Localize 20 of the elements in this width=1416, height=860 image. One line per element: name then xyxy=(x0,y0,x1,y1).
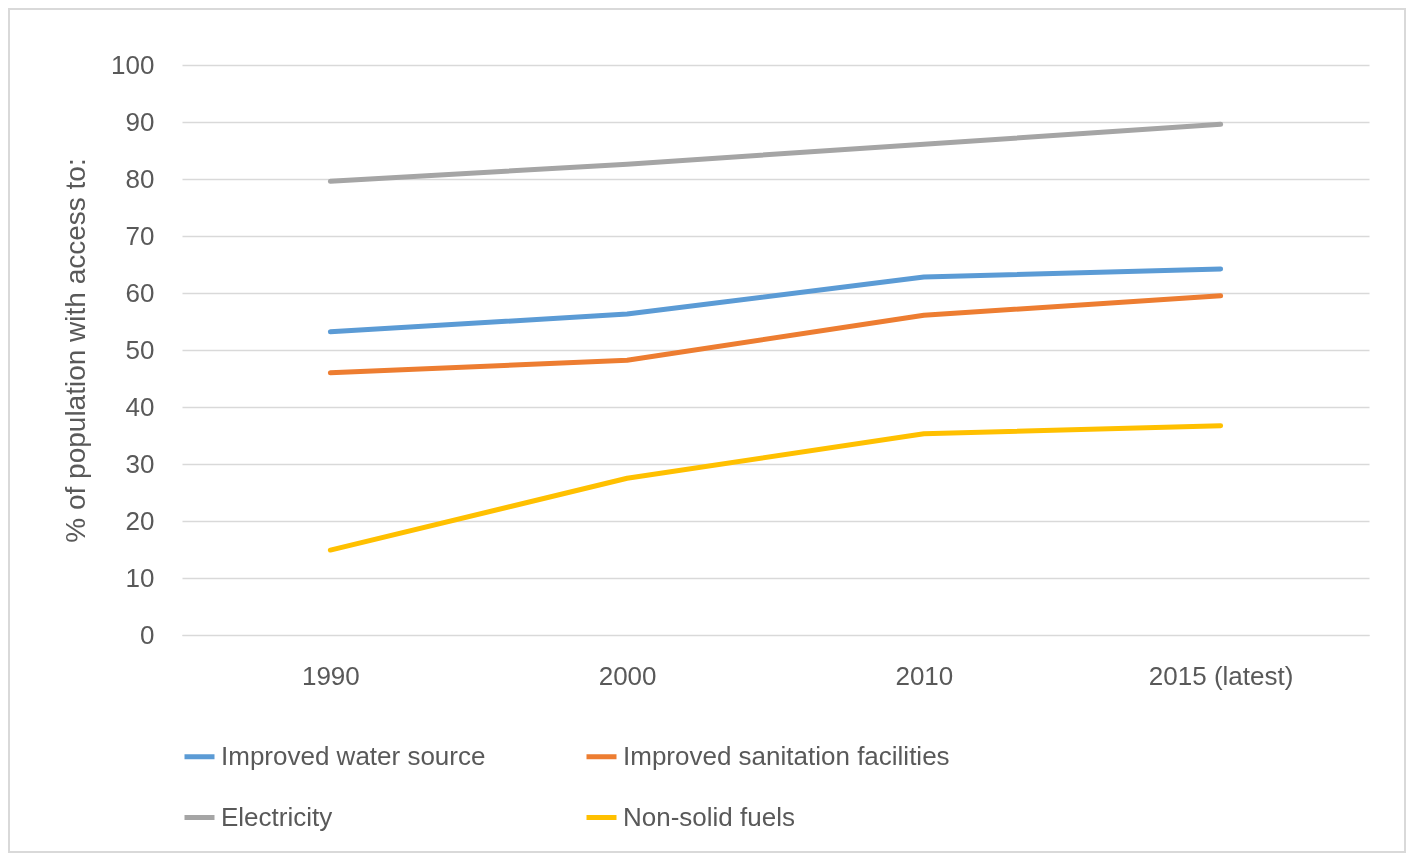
y-tick-label: 70 xyxy=(125,220,155,251)
x-tick-label: 2010 xyxy=(895,660,954,691)
y-tick-label: 10 xyxy=(125,562,155,593)
y-tick-label: 80 xyxy=(125,163,155,194)
legend-label: Electricity xyxy=(221,801,333,832)
y-tick-label: 30 xyxy=(125,448,155,479)
y-tick-label: 50 xyxy=(125,334,155,365)
legend-label: Improved water source xyxy=(221,740,486,771)
y-axis-title: % of population with access to: xyxy=(60,158,92,543)
x-tick-label: 2000 xyxy=(598,660,657,691)
legend-label: Non-solid fuels xyxy=(623,801,795,832)
x-tick-label: 2015 (latest) xyxy=(1148,660,1294,691)
y-tick-label: 100 xyxy=(111,49,155,80)
legend-label: Improved sanitation facilities xyxy=(623,740,950,771)
x-tick-label: 1990 xyxy=(301,660,360,691)
y-tick-label: 90 xyxy=(125,106,155,137)
y-tick-label: 40 xyxy=(125,391,155,422)
y-tick-label: 20 xyxy=(125,505,155,536)
y-tick-label: 0 xyxy=(140,619,155,650)
y-tick-label: 60 xyxy=(125,277,155,308)
